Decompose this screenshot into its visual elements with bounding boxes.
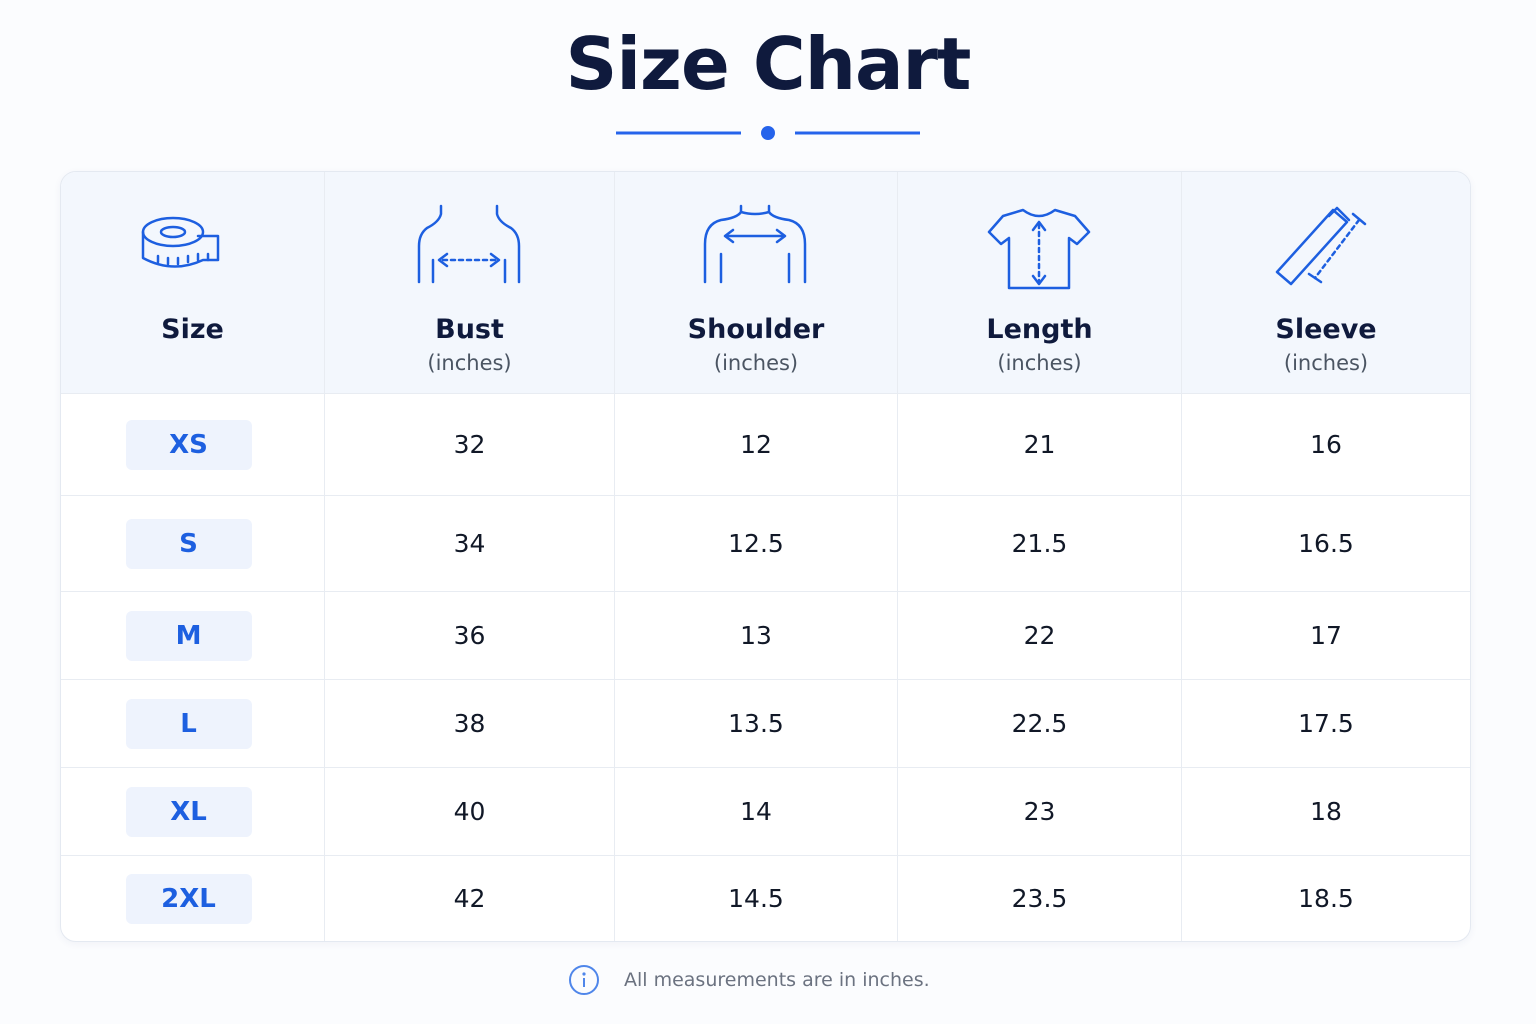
measurement: 32 (453, 430, 486, 459)
measurement: 16 (1310, 430, 1342, 459)
column-header: Bust (inches) (325, 172, 615, 394)
table-cell: S (61, 496, 325, 592)
table-cell: 13 (615, 592, 898, 680)
table-cell: XL (61, 768, 325, 856)
table-cell: 21.5 (898, 496, 1182, 592)
table-cell: 22.5 (898, 680, 1182, 768)
table-cell: 38 (325, 680, 615, 768)
column-header: Shoulder (inches) (615, 172, 898, 394)
column-name: Shoulder (687, 314, 825, 345)
measurement: 23.5 (1011, 884, 1068, 913)
table-cell: 42 (325, 856, 615, 941)
table-cell: M (61, 592, 325, 680)
footnote-text: All measurements are in inches. (624, 969, 930, 991)
table-cell: XS (61, 394, 325, 496)
table-cell: 23 (898, 768, 1182, 856)
column-icon (703, 204, 807, 284)
column-name: Length (986, 314, 1093, 345)
table-cell: 14.5 (615, 856, 898, 941)
table-cell: 34 (325, 496, 615, 592)
measurement: 16.5 (1298, 529, 1354, 558)
table-cell: 17 (1182, 592, 1470, 680)
measurement: 18 (1310, 797, 1342, 826)
title: Size Chart (565, 22, 972, 106)
measurement: 42 (453, 884, 486, 913)
column-name: Sleeve (1275, 314, 1377, 345)
column-icon (141, 216, 219, 268)
size-table: Size Bust (inches) Shoulder (inches) Length (i… (60, 171, 1471, 942)
column-unit: (inches) (1283, 351, 1369, 375)
table-cell: L (61, 680, 325, 768)
table-cell: 18 (1182, 768, 1470, 856)
size-label: 2XL (125, 873, 252, 924)
table-cell: 36 (325, 592, 615, 680)
column-icon (987, 208, 1090, 290)
table-cell: 16 (1182, 394, 1470, 496)
table-cell: 18.5 (1182, 856, 1470, 941)
measurement: 14.5 (728, 884, 784, 913)
table-cell: 12.5 (615, 496, 898, 592)
measurement: 13.5 (728, 709, 784, 738)
measurement: 38 (453, 709, 486, 738)
table-cell: 22 (898, 592, 1182, 680)
column-header: Length (inches) (898, 172, 1182, 394)
column-name: Size (161, 314, 224, 345)
table-cell: 2XL (61, 856, 325, 941)
measurement: 22.5 (1011, 709, 1068, 738)
title-divider (616, 126, 920, 140)
measurement: 23 (1023, 797, 1056, 826)
column-icon (1275, 206, 1367, 286)
info-icon (569, 965, 599, 995)
measurement: 40 (453, 797, 486, 826)
measurement: 22 (1023, 621, 1056, 650)
table-cell: 14 (615, 768, 898, 856)
table-cell: 23.5 (898, 856, 1182, 941)
measurement: 18.5 (1298, 884, 1354, 913)
measurement: 21 (1023, 430, 1056, 459)
size-label: XS (125, 419, 252, 470)
measurement: 34 (453, 529, 486, 558)
footnote: All measurements are in inches. (568, 964, 930, 996)
table-cell: 40 (325, 768, 615, 856)
table-cell: 21 (898, 394, 1182, 496)
measurement: 12 (740, 430, 772, 459)
measurement: 36 (453, 621, 486, 650)
column-icon (417, 204, 520, 284)
size-label: S (125, 518, 252, 569)
table-cell: 12 (615, 394, 898, 496)
column-header: Size (61, 172, 325, 394)
table-cell: 32 (325, 394, 615, 496)
size-label: M (125, 610, 252, 661)
column-unit: (inches) (713, 351, 799, 375)
measurement: 14 (740, 797, 772, 826)
measurement: 21.5 (1011, 529, 1068, 558)
column-unit: (inches) (997, 351, 1082, 375)
size-label: L (125, 698, 252, 749)
table-cell: 13.5 (615, 680, 898, 768)
table-cell: 17.5 (1182, 680, 1470, 768)
column-unit: (inches) (427, 351, 512, 375)
table-cell: 16.5 (1182, 496, 1470, 592)
measurement: 12.5 (728, 529, 784, 558)
size-label: XL (125, 786, 252, 837)
measurement: 17.5 (1298, 709, 1354, 738)
measurement: 17 (1310, 621, 1342, 650)
column-header: Sleeve (inches) (1182, 172, 1470, 394)
measurement: 13 (740, 621, 772, 650)
column-name: Bust (435, 314, 504, 345)
